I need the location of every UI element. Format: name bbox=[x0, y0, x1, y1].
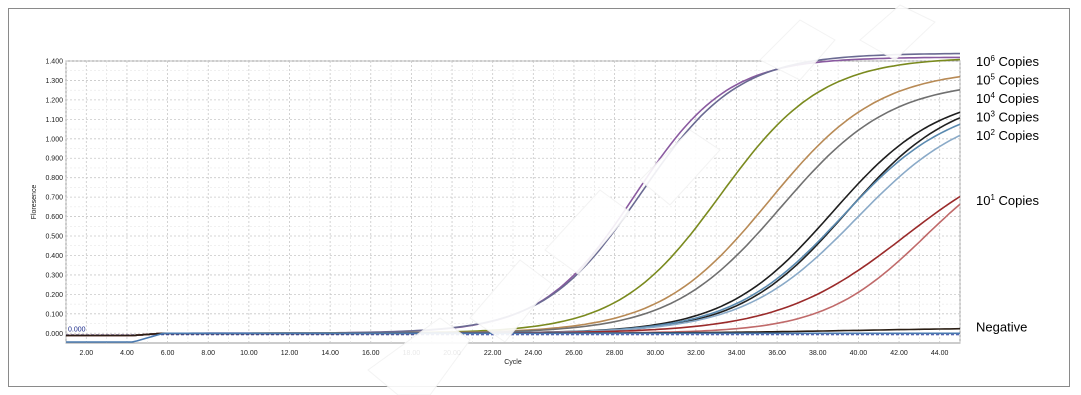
x-tick-label: 2.00 bbox=[80, 350, 94, 357]
x-tick-label: 6.00 bbox=[161, 350, 175, 357]
x-tick-label: 8.00 bbox=[201, 350, 215, 357]
y-tick-label: 0.900 bbox=[45, 156, 63, 163]
legend-label: 101 Copies bbox=[976, 193, 1040, 208]
x-tick-label: 4.00 bbox=[120, 350, 134, 357]
x-axis-label: Cycle bbox=[504, 359, 522, 366]
y-tick-label: 1.000 bbox=[45, 136, 63, 143]
x-tick-label: 20.00 bbox=[443, 350, 461, 357]
x-tick-label: 36.00 bbox=[768, 350, 786, 357]
y-tick-label: 1.200 bbox=[45, 97, 63, 104]
legend-label: 103 Copies bbox=[976, 109, 1040, 124]
y-tick-label: 0.200 bbox=[45, 292, 63, 299]
x-tick-label: 14.00 bbox=[321, 350, 339, 357]
y-tick-label: 0.800 bbox=[45, 175, 63, 182]
y-axis-label: Floresence bbox=[31, 185, 38, 220]
x-tick-label: 42.00 bbox=[890, 350, 908, 357]
y-tick-label: 0.700 bbox=[45, 195, 63, 202]
x-tick-label: 24.00 bbox=[525, 350, 543, 357]
legend-label: 104 Copies bbox=[976, 91, 1040, 106]
threshold-label: 0.000 bbox=[68, 326, 86, 333]
x-tick-label: 16.00 bbox=[362, 350, 380, 357]
y-tick-label: 0.100 bbox=[45, 311, 63, 318]
y-tick-label: 1.400 bbox=[45, 59, 63, 66]
legend-label: 105 Copies bbox=[976, 72, 1040, 87]
legend-label: 106 Copies bbox=[976, 54, 1040, 69]
y-tick-label: 0.000 bbox=[45, 331, 63, 338]
y-tick-label: 1.100 bbox=[45, 117, 63, 124]
x-tick-label: 34.00 bbox=[728, 350, 746, 357]
y-tick-label: 0.400 bbox=[45, 253, 63, 260]
x-tick-label: 30.00 bbox=[646, 350, 664, 357]
y-tick-label: 0.300 bbox=[45, 272, 63, 279]
legend-label: 102 Copies bbox=[976, 128, 1040, 143]
x-tick-label: 12.00 bbox=[281, 350, 299, 357]
x-tick-label: 10.00 bbox=[240, 350, 258, 357]
chart-frame bbox=[8, 8, 1070, 387]
y-tick-label: 0.500 bbox=[45, 234, 63, 241]
y-tick-label: 0.600 bbox=[45, 214, 63, 221]
y-tick-label: 1.300 bbox=[45, 78, 63, 85]
legend-label: Negative bbox=[976, 319, 1027, 334]
x-tick-label: 40.00 bbox=[850, 350, 868, 357]
x-tick-label: 26.00 bbox=[565, 350, 583, 357]
x-tick-label: 28.00 bbox=[606, 350, 624, 357]
x-tick-label: 32.00 bbox=[687, 350, 705, 357]
x-tick-label: 22.00 bbox=[484, 350, 502, 357]
x-tick-label: 44.00 bbox=[931, 350, 949, 357]
x-tick-label: 38.00 bbox=[809, 350, 827, 357]
x-tick-label: 18.00 bbox=[403, 350, 421, 357]
